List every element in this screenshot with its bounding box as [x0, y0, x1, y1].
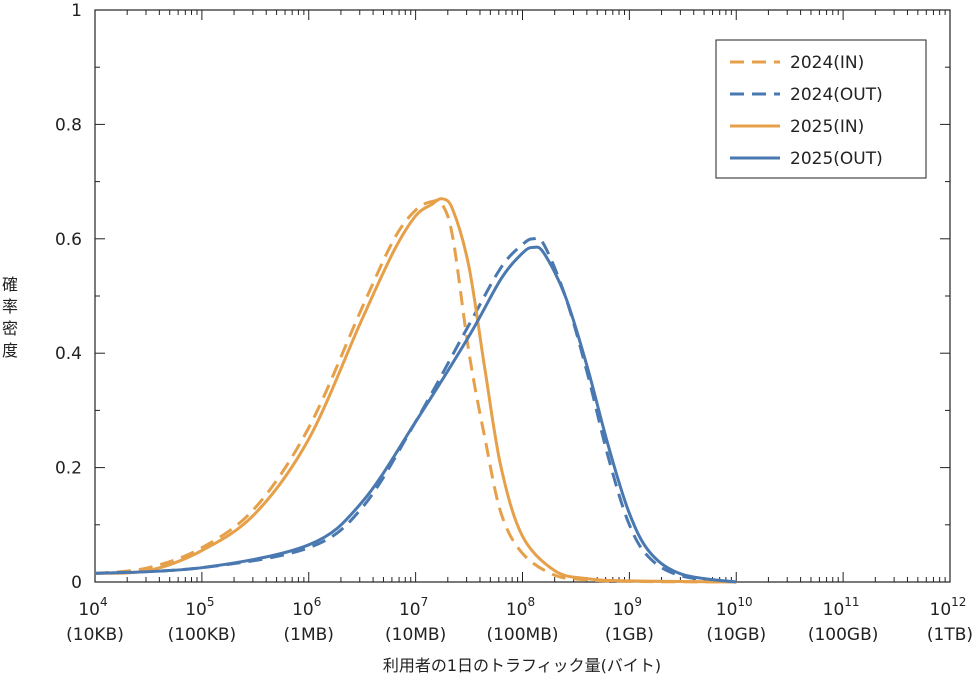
axis-ticks — [94, 9, 951, 583]
series-lines — [94, 197, 737, 584]
legend-label: 2024(OUT) — [790, 85, 883, 105]
x-tick-unit-label: (10GB) — [706, 625, 766, 645]
x-tick-unit-label: (1MB) — [284, 625, 334, 645]
x-tick-unit-label: (10MB) — [385, 625, 446, 645]
y-tick-label: 0.2 — [55, 459, 82, 479]
y-tick-label: 0 — [71, 573, 82, 593]
y-tick-label: 0.6 — [55, 230, 82, 250]
legend-label: 2025(OUT) — [790, 149, 883, 169]
y-tick-label: 1 — [71, 1, 82, 21]
x-tick-unit-label: (1GB) — [605, 625, 654, 645]
x-tick-unit-label: (100MB) — [486, 625, 558, 645]
x-tick-unit-label: (1TB) — [927, 625, 973, 645]
y-axis-title: 確率密度 — [2, 275, 18, 360]
x-tick-label: 107 — [399, 595, 428, 620]
x-tick-unit-label: (100KB) — [168, 625, 237, 645]
x-tick-label: 109 — [613, 595, 642, 620]
legend-label: 2025(IN) — [790, 117, 864, 137]
x-tick-unit-label: (10KB) — [66, 625, 124, 645]
y-tick-labels: 0 0.2 0.4 0.6 0.8 1 — [55, 1, 82, 593]
x-tick-label: 104 — [78, 595, 107, 620]
x-tick-label: 105 — [185, 595, 214, 620]
y-tick-label: 0.8 — [55, 115, 82, 135]
series-line-1 — [94, 236, 737, 584]
x-tick-label: 1011 — [823, 595, 860, 620]
legend-box — [715, 39, 927, 179]
x-tick-label: 1012 — [930, 595, 967, 620]
x-tick-label: 106 — [292, 595, 321, 620]
y-tick-label: 0.4 — [55, 344, 82, 364]
series-line-2 — [94, 197, 737, 584]
x-tick-labels: 104 (10KB) 105 (100KB) 106 (1MB) 107 (10MB) 108 (… — [66, 595, 973, 645]
series-line-3 — [94, 245, 737, 584]
x-tick-label: 1010 — [716, 595, 753, 620]
x-tick-label: 108 — [506, 595, 535, 620]
x-axis-title: 利用者の1日のトラフィック量(バイト) — [383, 656, 661, 675]
legend: 2024(IN) 2024(OUT) 2025(IN) 2025(OUT) — [715, 39, 927, 179]
legend-label: 2024(IN) — [790, 53, 864, 73]
series-line-0 — [94, 198, 737, 584]
x-tick-unit-label: (100GB) — [808, 625, 879, 645]
